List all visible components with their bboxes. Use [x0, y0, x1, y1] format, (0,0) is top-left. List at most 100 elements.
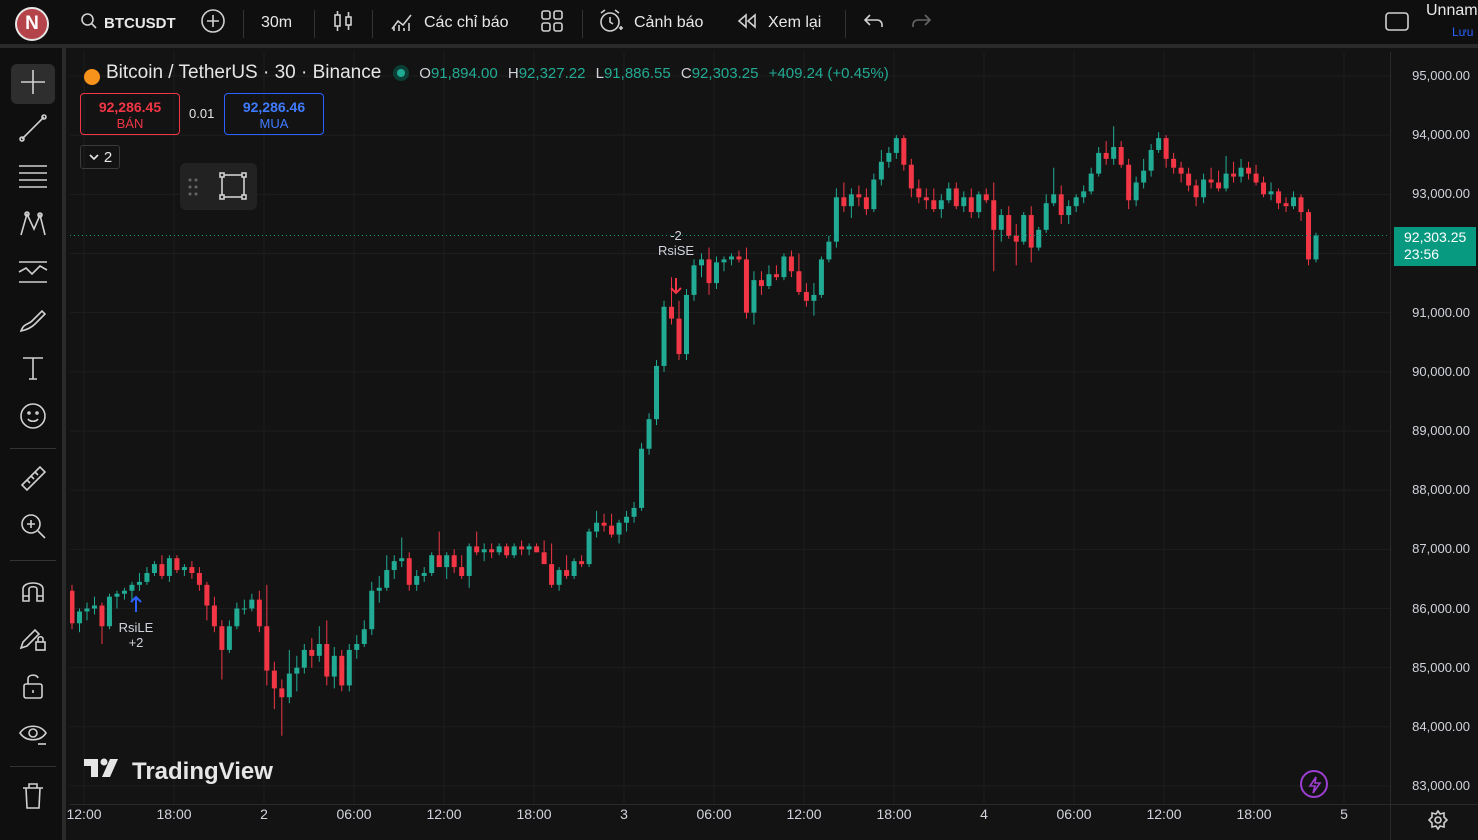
symbol-search-button[interactable]: BTCUSDT — [80, 0, 176, 46]
chart-type-button[interactable] — [332, 0, 354, 46]
candle — [181, 564, 187, 576]
chevron-down-icon — [88, 149, 100, 166]
measure-tool[interactable] — [11, 460, 55, 500]
chart-settings-corner[interactable] — [1390, 804, 1478, 840]
candle — [174, 555, 180, 573]
candle — [91, 596, 97, 615]
indicators-button[interactable]: Các chỉ báo — [390, 0, 509, 46]
lock-drawing-tool[interactable] — [11, 620, 55, 660]
time-tick-label: 3 — [620, 806, 628, 822]
candle — [166, 555, 172, 582]
buy-button[interactable]: 92,286.46 MUA — [224, 93, 324, 135]
pencil-lock-icon — [18, 623, 48, 658]
grid-icon — [540, 9, 564, 38]
layout-name[interactable]: Unnam — [1426, 0, 1478, 26]
candle — [301, 644, 307, 674]
hide-drawings-tool[interactable] — [11, 716, 55, 756]
lightning-icon — [1308, 776, 1322, 799]
redo-button[interactable] — [910, 0, 932, 46]
fullscreen-button[interactable] — [1384, 0, 1410, 46]
close-value: 92,303.25 — [691, 64, 759, 82]
sell-button[interactable]: 92,286.45 BÁN — [80, 93, 180, 135]
text-tool[interactable] — [11, 350, 55, 390]
candle — [743, 247, 749, 319]
forecast-tool[interactable] — [11, 254, 55, 294]
candle — [1021, 212, 1027, 245]
delete-drawings-tool[interactable] — [11, 778, 55, 818]
select-rectangle-icon[interactable] — [218, 171, 248, 206]
candle — [811, 283, 817, 316]
fib-tool[interactable] — [11, 158, 55, 198]
candle — [1163, 135, 1169, 168]
candle — [271, 661, 277, 710]
candle — [946, 182, 952, 204]
rewind-icon — [736, 11, 758, 36]
chart-pane[interactable] — [70, 52, 1390, 804]
candle — [1118, 141, 1124, 168]
candle — [526, 543, 532, 556]
time-tick-label: 18:00 — [876, 806, 912, 822]
brush-tool[interactable] — [11, 302, 55, 342]
indicators-label: Các chỉ báo — [424, 14, 509, 31]
candle — [1096, 147, 1102, 177]
candle — [1036, 226, 1042, 251]
candle — [1126, 158, 1132, 210]
undo-icon — [863, 11, 885, 36]
candle — [1238, 158, 1244, 183]
pattern-tool[interactable] — [11, 206, 55, 246]
candle — [99, 602, 105, 644]
candle — [1276, 188, 1282, 210]
price-tick-label: 91,000.00 — [1412, 304, 1470, 320]
drag-handle-icon[interactable] — [188, 177, 198, 202]
tradingview-logo[interactable]: TradingView — [84, 757, 273, 786]
candle — [901, 135, 907, 171]
open-label: O — [419, 64, 431, 82]
candle — [916, 179, 922, 204]
candle — [1246, 161, 1252, 180]
undo-button[interactable] — [863, 0, 885, 46]
lightning-button[interactable] — [1300, 770, 1328, 798]
short-entry-marker[interactable]: -2 RsiSE — [654, 228, 698, 258]
magnet-tool[interactable] — [11, 572, 55, 612]
time-tick-label: 2 — [260, 806, 268, 822]
candle — [474, 531, 480, 556]
crosshair-tool[interactable] — [11, 64, 55, 104]
chart-legend: Bitcoin / TetherUS · 30 · Binance O91,89… — [84, 62, 889, 85]
candle — [564, 555, 570, 579]
candle — [264, 584, 270, 686]
candle — [1178, 161, 1184, 183]
candle — [601, 513, 607, 532]
buy-label: MUA — [259, 116, 289, 131]
price-axis[interactable]: 95,000.0094,000.0093,000.0092,000.0091,0… — [1390, 52, 1478, 804]
trendline-tool[interactable] — [11, 110, 55, 150]
save-button[interactable]: Lưu — [1452, 23, 1473, 41]
replay-button[interactable]: Xem lại — [736, 0, 821, 46]
candle — [624, 510, 630, 532]
lock-all-tool[interactable] — [11, 668, 55, 708]
account-avatar[interactable]: N — [15, 7, 49, 41]
emoji-tool[interactable] — [11, 398, 55, 438]
layouts-button[interactable] — [540, 0, 564, 46]
legend-collapse-button[interactable]: 2 — [80, 145, 120, 169]
candle — [331, 646, 337, 689]
candle — [1171, 152, 1177, 174]
candle — [436, 531, 442, 568]
candle — [676, 300, 682, 360]
candle — [129, 581, 135, 603]
candle — [758, 271, 764, 295]
tradingview-name: TradingView — [132, 757, 273, 785]
gear-icon — [1427, 809, 1449, 835]
candle — [286, 649, 292, 704]
candle — [391, 555, 397, 579]
sell-label: BÁN — [116, 116, 144, 131]
zoom-tool[interactable] — [11, 508, 55, 548]
candle — [609, 513, 615, 538]
candle — [871, 173, 877, 213]
candle — [684, 289, 690, 360]
unlock-icon — [20, 671, 46, 706]
time-axis[interactable] — [70, 804, 1390, 840]
alerts-button[interactable]: Cảnh báo — [598, 0, 703, 46]
interval-button[interactable]: 30m — [261, 0, 292, 46]
compare-button[interactable] — [200, 0, 226, 46]
long-entry-marker[interactable]: RsiLE +2 — [114, 620, 158, 650]
